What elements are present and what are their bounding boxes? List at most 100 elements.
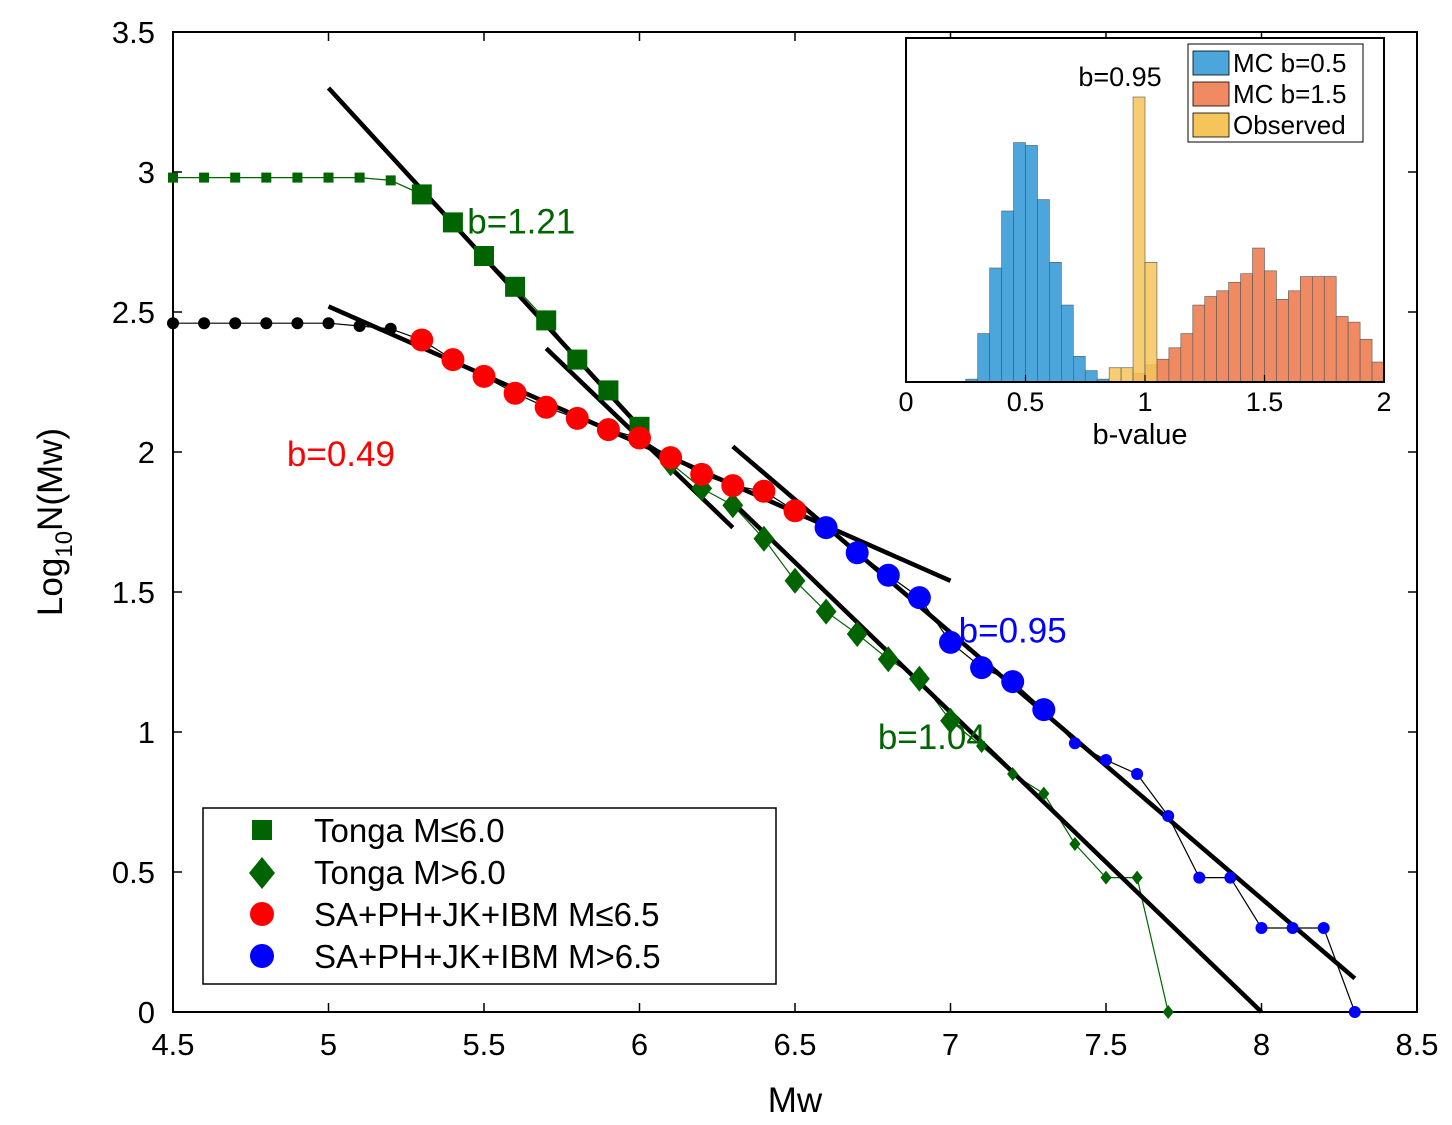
marker-tonga-small	[323, 172, 334, 183]
inset-legend-label-observed: Observed	[1233, 110, 1346, 140]
y-tick-label: 3	[138, 155, 155, 190]
inset-x-axis: 0 0.5 1 1.5 2	[898, 375, 1392, 417]
marker-tonga-small	[505, 276, 526, 297]
histogram-bar	[977, 333, 990, 383]
marker-red	[752, 479, 776, 503]
x-tick-label: 7.5	[1084, 1027, 1127, 1062]
marker-tonga-large	[815, 598, 837, 625]
inset-legend-label-mc15: MC b=1.5	[1233, 79, 1346, 109]
marker-blue	[876, 563, 900, 587]
y-axis-title-sub: 10	[51, 531, 78, 558]
marker-red	[721, 474, 745, 498]
y-tick-label: 2	[138, 435, 155, 470]
histogram-bar	[1120, 367, 1134, 383]
inset-x-tick-label: 0.5	[1007, 387, 1045, 417]
x-tick-label: 8.5	[1395, 1027, 1438, 1062]
x-tick-label: 6	[631, 1027, 648, 1062]
marker-blue	[1032, 698, 1056, 722]
y-tick-label: 1.5	[112, 575, 155, 610]
histogram-bar	[1061, 304, 1074, 383]
marker-red	[534, 395, 558, 419]
histogram-bar	[1132, 96, 1146, 383]
histogram-bar	[1228, 281, 1241, 383]
series-line-3	[825, 527, 1356, 1013]
histogram-bar	[1156, 358, 1170, 383]
histogram-bar	[1216, 290, 1229, 383]
histogram-bar	[1108, 367, 1122, 383]
y-tick-label: 0.5	[112, 855, 155, 890]
histogram-bar	[1347, 321, 1361, 383]
marker-red	[167, 317, 179, 330]
legend-marker-tonga-large	[249, 857, 275, 889]
marker-tonga-large	[1162, 1005, 1174, 1019]
histogram-bar	[1252, 247, 1265, 383]
y-tick-label: 1	[138, 715, 155, 750]
marker-tonga-small	[199, 172, 210, 183]
marker-red	[628, 426, 651, 450]
marker-blue	[1317, 922, 1330, 934]
legend-label-tonga-large: Tonga M>6.0	[314, 854, 506, 891]
marker-tonga-large	[846, 621, 868, 647]
marker-tonga-small	[292, 172, 303, 183]
inset-legend-swatch-observed	[1192, 112, 1230, 138]
b-value-annotation: b=1.21	[467, 203, 575, 242]
histogram-bar	[989, 267, 1002, 383]
inset-legend-swatch-mc15	[1192, 81, 1230, 107]
b-value-annotation: b=1.04	[878, 718, 986, 757]
legend-marker-tonga-small	[252, 820, 272, 840]
marker-red	[260, 317, 273, 330]
b-value-annotation: b=0.49	[287, 435, 395, 474]
histogram-bar	[1276, 299, 1289, 383]
marker-blue	[1001, 670, 1025, 694]
inset-legend: MC b=0.5 MC b=1.5 Observed	[1187, 43, 1364, 143]
main-plot: 4.5 5 5.5 6 6.5 7 7.5 8 8.5 00.511.522.533.5 Mw …	[31, 15, 1439, 1120]
marker-tonga-small	[354, 172, 365, 183]
marker-red	[410, 328, 434, 352]
y-axis-title: Log10N(Mw)	[31, 428, 78, 616]
marker-red	[596, 418, 620, 442]
marker-tonga-large	[1131, 870, 1143, 885]
histogram-bar	[1192, 304, 1206, 383]
marker-tonga-large	[1007, 767, 1019, 781]
histogram-bar	[1335, 316, 1349, 383]
marker-red	[472, 364, 496, 388]
x-tick-label: 5.5	[462, 1027, 505, 1062]
marker-blue	[1348, 1006, 1361, 1018]
marker-tonga-large	[1069, 837, 1081, 851]
inset-x-axis-title: b-value	[1092, 419, 1187, 451]
histogram-bar	[1084, 370, 1098, 383]
marker-red	[441, 348, 465, 372]
histogram-bar	[1025, 145, 1038, 383]
marker-tonga-small	[536, 310, 557, 331]
histogram-bar	[1013, 142, 1026, 383]
marker-blue	[939, 630, 962, 654]
legend: Tonga M≤6.0 Tonga M>6.0 SA+PH+JK+IBM M≤6…	[202, 807, 777, 985]
marker-red	[565, 406, 589, 430]
marker-red	[229, 317, 242, 330]
y-tick-label: 0	[138, 995, 155, 1030]
x-tick-label: 4.5	[151, 1027, 194, 1062]
marker-tonga-large	[1038, 786, 1050, 801]
marker-red	[198, 317, 211, 330]
histogram-bar	[1180, 333, 1194, 383]
histogram-bar	[1073, 356, 1086, 383]
marker-blue	[1131, 768, 1144, 780]
histogram-bar	[1240, 273, 1253, 383]
x-tick-label: 5	[320, 1027, 337, 1062]
marker-red	[291, 317, 304, 330]
marker-tonga-small	[442, 212, 463, 233]
x-tick-label: 7	[942, 1027, 959, 1062]
marker-tonga-large	[877, 646, 899, 673]
histogram-bar	[1312, 276, 1325, 383]
marker-blue	[1255, 922, 1268, 934]
legend-label-red: SA+PH+JK+IBM M≤6.5	[314, 896, 660, 933]
marker-tonga-small	[474, 246, 494, 266]
marker-blue	[1193, 871, 1206, 884]
legend-marker-red	[250, 902, 274, 926]
inset-annotation: b=0.95	[1078, 62, 1161, 92]
marker-blue	[970, 656, 994, 680]
histogram-bar	[1144, 261, 1158, 383]
marker-tonga-small	[385, 175, 396, 186]
histogram-bar	[1204, 296, 1217, 383]
